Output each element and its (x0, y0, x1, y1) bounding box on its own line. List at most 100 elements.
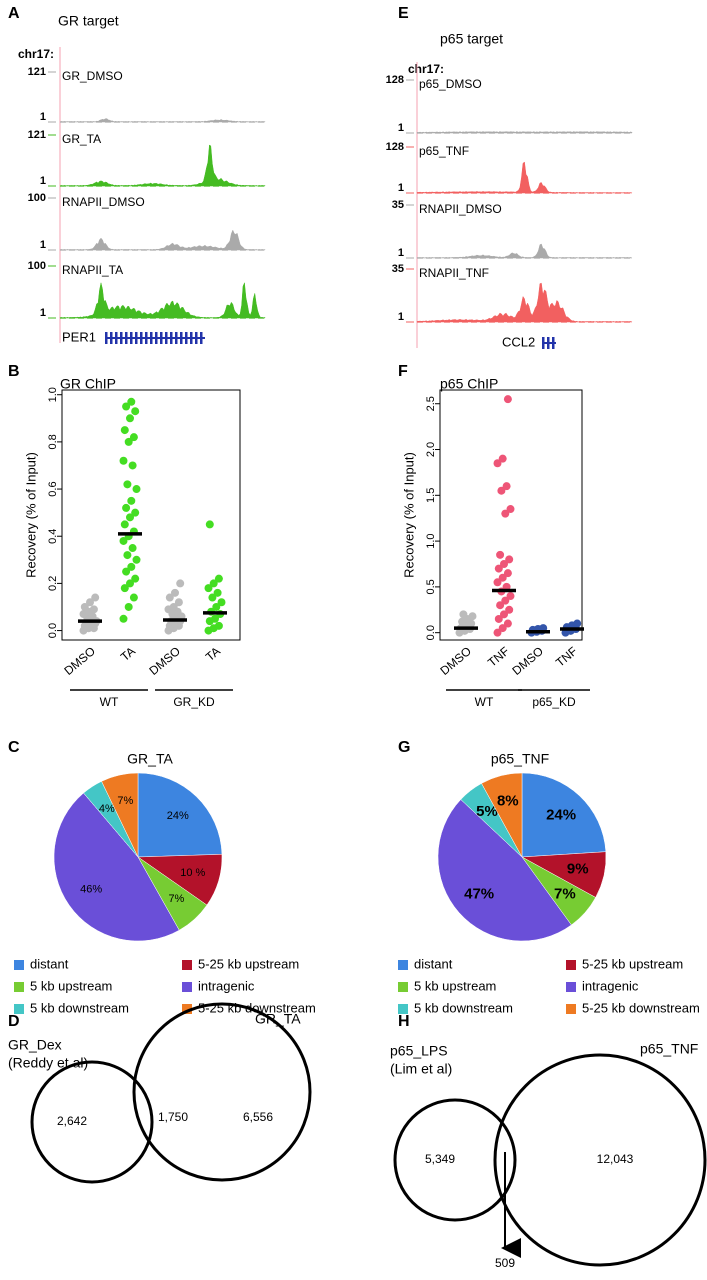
venn-circle (493, 1053, 707, 1267)
gene-exon (185, 332, 188, 344)
track-min: 1 (40, 239, 46, 251)
group-label: WT (475, 695, 494, 709)
set-name: p65_LPS (390, 1043, 448, 1059)
x-tick-label: TNF (553, 644, 580, 670)
data-point (126, 414, 134, 423)
data-point (214, 574, 223, 583)
y-tick-label: 0.2 (47, 576, 59, 591)
group-label: p65_KD (532, 695, 576, 709)
legend-swatch (182, 1004, 192, 1014)
venn-circle (132, 1002, 312, 1182)
gene-exon (125, 332, 128, 344)
x-tick-label: TA (118, 644, 138, 664)
data-point (120, 426, 129, 435)
track-max: 35 (392, 199, 404, 211)
data-point (132, 555, 141, 564)
data-point (498, 454, 507, 463)
gene-exon (145, 332, 148, 344)
data-point (496, 550, 505, 559)
data-point (214, 621, 223, 630)
set-name: GR_TA (255, 1011, 301, 1027)
gene-exon (170, 332, 173, 344)
panel-letter: C (8, 739, 20, 756)
chrom-label: chr17: (408, 62, 444, 76)
track-signal (416, 243, 633, 259)
gene-exon (175, 332, 178, 344)
gene-exon (120, 332, 123, 344)
slice-label: 24% (167, 810, 189, 822)
y-axis-label: Recovery (% of Input) (23, 452, 38, 578)
data-point (213, 588, 222, 597)
panel-letter: A (8, 5, 20, 22)
track-min: 1 (398, 311, 404, 323)
track-min: 1 (40, 111, 46, 123)
slice-label: 4% (99, 803, 115, 815)
legend-swatch (14, 1004, 24, 1014)
x-tick-label: DMSO (146, 644, 183, 678)
data-point (119, 536, 128, 545)
gene-exon (542, 337, 545, 349)
x-tick-label: TA (203, 644, 223, 664)
data-point (493, 578, 502, 587)
region-count: 6,556 (243, 1110, 273, 1124)
data-point (205, 520, 214, 529)
slice-label: 9% (567, 860, 589, 877)
data-point (123, 480, 132, 489)
data-point (120, 520, 129, 529)
gene-exon (115, 332, 118, 344)
legend-swatch (398, 1004, 408, 1014)
y-tick-label: 1.5 (425, 488, 437, 503)
legend-swatch (14, 982, 24, 992)
track-max: 35 (392, 263, 404, 275)
data-point (503, 619, 512, 628)
x-tick-label: TNF (485, 644, 512, 670)
data-point (124, 602, 133, 611)
pie-slice (481, 772, 523, 858)
pie-slice (53, 792, 180, 942)
y-tick-label: 1.0 (47, 387, 59, 402)
track-name: RNAPII_DMSO (62, 195, 145, 209)
x-tick-label: DMSO (61, 644, 98, 678)
plot-frame (61, 389, 241, 641)
track-signal (416, 131, 633, 134)
data-point (212, 602, 221, 611)
gene-exon (195, 332, 198, 344)
data-point (506, 505, 515, 514)
gene-exon (135, 332, 138, 344)
legend-swatch (398, 960, 408, 970)
data-point (502, 482, 511, 491)
data-point (494, 564, 503, 573)
gene-exon (110, 332, 113, 344)
track-name: p65_DMSO (419, 77, 482, 91)
data-point (124, 437, 133, 446)
y-tick-label: 0.0 (425, 625, 437, 640)
data-point (503, 569, 512, 578)
data-point (122, 402, 131, 411)
track-name: GR_TA (62, 132, 101, 146)
data-point (89, 605, 98, 614)
data-point (131, 508, 140, 517)
data-point (176, 579, 185, 588)
legend-label: 5-25 kb upstream (198, 956, 299, 971)
panel-letter: E (398, 5, 409, 22)
data-point (493, 628, 502, 637)
set-note: (Lim et al) (390, 1061, 452, 1077)
data-point (127, 562, 136, 571)
data-point (122, 503, 131, 512)
chrom-label: chr17: (18, 47, 54, 61)
data-point (122, 567, 131, 576)
gene-exon (180, 332, 183, 344)
data-point (165, 593, 174, 602)
y-tick-label: 0.5 (425, 579, 437, 594)
group-label: WT (100, 695, 119, 709)
track-max: 100 (28, 260, 46, 272)
track-min: 1 (398, 182, 404, 194)
track-max: 121 (28, 129, 46, 141)
slice-label: 24% (546, 806, 576, 823)
data-point (171, 588, 179, 597)
set-name: p65_TNF (640, 1041, 698, 1057)
data-point (497, 486, 506, 495)
data-point (131, 574, 140, 583)
slice-label: 7% (117, 795, 133, 807)
